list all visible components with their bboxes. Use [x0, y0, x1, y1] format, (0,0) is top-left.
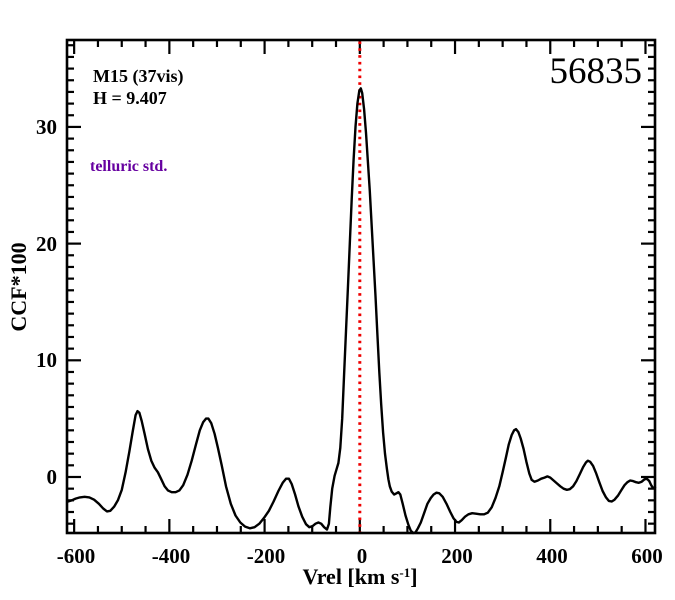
x-tick-label: -200 [246, 544, 286, 568]
x-tick-label: 600 [631, 544, 663, 568]
y-tick-label: 30 [36, 115, 57, 139]
x-tick-label: 0 [356, 544, 368, 568]
x-tick-label: 400 [536, 544, 568, 568]
y-tick-label: 20 [36, 232, 57, 256]
x-axis-label: Vrel [km s-1] [250, 564, 470, 590]
y-tick-label: 0 [46, 465, 58, 489]
axis-box [65, 38, 657, 535]
ccf-curve [66, 87, 657, 535]
y-tick-label: 10 [36, 348, 57, 372]
h-magnitude-label: H = 9.407 [93, 88, 167, 108]
frame-id-label: 56835 [549, 51, 643, 92]
x-axis-label-close: ] [410, 564, 418, 589]
x-tick-label: -600 [56, 544, 96, 568]
x-axis-label-exponent: -1 [399, 565, 411, 580]
telluric-std-note: telluric std. [90, 158, 168, 175]
target-name-label: M15 (37vis) [93, 66, 184, 86]
x-axis-label-main: Vrel [km s [302, 564, 400, 589]
x-tick-label: 200 [441, 544, 473, 568]
x-tick-label: -400 [151, 544, 191, 568]
